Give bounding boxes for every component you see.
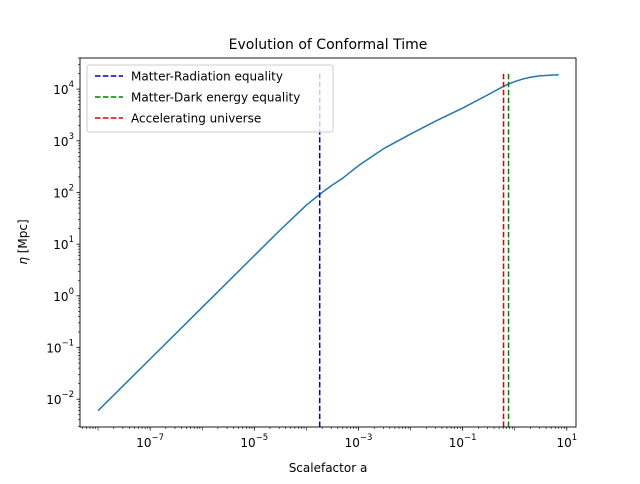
x-tick-label-0: 10−7 [136,433,164,450]
y-axis-label-unit: [Mpc] [16,219,30,257]
x-tick-label-2: 10−3 [345,433,373,450]
x-tick-label-3: 10−1 [449,433,477,450]
legend-items: Matter-Radiation equality Matter-Dark ene… [95,70,300,126]
legend-label-1: Matter-Dark energy equality [131,91,300,105]
y-axis-label-symbol: η [16,257,30,265]
legend-box [86,64,334,133]
y-tick-label-3: 101 [53,235,74,252]
legend-label-0: Matter-Radiation equality [131,70,283,84]
y-tick-label-5: 103 [53,132,74,149]
x-tick-label-4: 101 [556,433,577,450]
legend-label-2: Accelerating universe [131,112,261,126]
legend: Matter-Radiation equality Matter-Dark ene… [86,64,334,133]
y-tick-label-1: 10−1 [46,339,74,356]
axes-frame [79,57,577,428]
x-axis-label: Scalefactor a [289,461,368,475]
axis-ticks: 10−7 10−5 10−3 10−1 101 10−2 10−1 100 101 102 103 1… [46,57,577,450]
chart-title: Evolution of Conformal Time [229,37,428,53]
y-axis-label: η [Mpc] [16,219,30,264]
y-tick-label-2: 100 [53,287,74,304]
y-tick-label-4: 102 [53,183,74,200]
y-tick-label-0: 10−2 [46,390,74,407]
plot-area [97,73,559,427]
conformal-time-series-line [97,73,559,412]
y-tick-label-6: 104 [53,80,74,97]
x-tick-label-1: 10−5 [240,433,268,450]
